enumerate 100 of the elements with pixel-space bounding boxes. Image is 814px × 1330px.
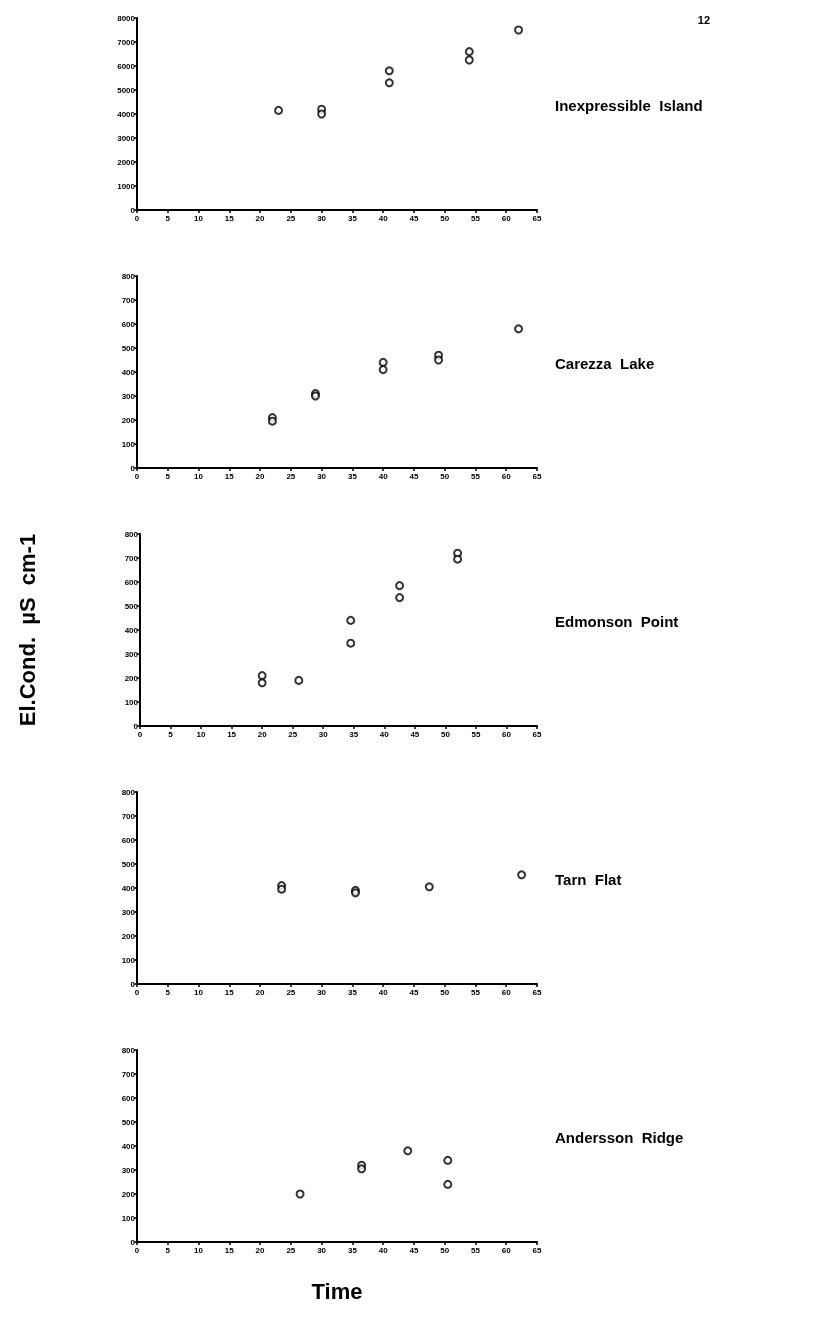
y-tick-label: 0 (130, 1237, 136, 1247)
x-tick-label: 5 (165, 987, 171, 997)
y-tick-label: 800 (121, 1045, 136, 1055)
x-tick-label: 40 (378, 471, 389, 481)
y-tick-label: 500 (121, 859, 136, 869)
y-tick-label: 0 (130, 463, 136, 473)
y-tick-label: 700 (121, 811, 136, 821)
x-tick-label: 50 (440, 471, 450, 481)
text: Andersson Ridge (555, 1129, 684, 1146)
x-tick-label: 15 (227, 729, 237, 739)
x-tick-label: 55 (471, 213, 481, 223)
x-tick-label: 40 (378, 1245, 389, 1255)
y-tick-label: 0 (133, 721, 139, 731)
x-axis-title: Time (311, 1278, 363, 1304)
x-tick-label: 20 (255, 471, 266, 481)
y-tick-label: 100 (121, 955, 136, 965)
x-tick-label: 50 (440, 729, 451, 739)
x-tick-label: 45 (409, 987, 419, 997)
x-tick-label: 15 (224, 1245, 235, 1255)
x-tick-label: 35 (349, 729, 359, 739)
x-tick-label: 45 (409, 471, 419, 481)
x-tick-label: 65 (532, 213, 542, 223)
y-tick-label: 6000 (117, 61, 136, 71)
y-tick-label: 300 (121, 907, 136, 917)
y-tick-label: 700 (121, 295, 136, 305)
y-tick-label: 400 (121, 367, 136, 377)
y-tick-label: 600 (121, 319, 136, 329)
x-tick-label: 30 (317, 1245, 327, 1255)
x-tick-label: 45 (409, 1245, 419, 1255)
x-tick-label: 50 (440, 1245, 450, 1255)
y-tick-label: 100 (121, 1213, 136, 1223)
x-tick-label: 40 (378, 987, 389, 997)
y-tick-label: 1000 (117, 181, 136, 191)
text: Tarn Flat (555, 871, 622, 888)
x-tick-label: 25 (286, 1245, 296, 1255)
y-tick-label: 400 (124, 625, 139, 635)
x-tick-label: 30 (317, 471, 327, 481)
y-tick-label: 700 (124, 553, 139, 563)
y-tick-label: 3000 (117, 133, 136, 143)
x-tick-label: 55 (471, 471, 481, 481)
y-tick-label: 500 (121, 343, 136, 353)
text: Inexpressible Island (555, 97, 703, 114)
y-tick-label: 500 (124, 601, 139, 611)
y-tick-label: 800 (121, 271, 136, 281)
y-tick-label: 700 (121, 1069, 136, 1079)
y-tick-label: 2000 (117, 157, 136, 167)
y-tick-label: 5000 (117, 85, 136, 95)
text: 12 (697, 13, 711, 26)
x-tick-label: 55 (471, 1245, 481, 1255)
y-tick-label: 400 (121, 883, 136, 893)
x-tick-label: 35 (347, 471, 358, 481)
x-tick-label: 5 (165, 1245, 171, 1255)
x-tick-label: 25 (286, 213, 296, 223)
y-tick-label: 300 (121, 1165, 136, 1175)
x-tick-label: 5 (165, 471, 171, 481)
y-tick-label: 200 (121, 931, 136, 941)
text: Edmonson Point (555, 613, 679, 630)
y-tick-label: 300 (124, 649, 139, 659)
x-tick-label: 60 (501, 1245, 512, 1255)
x-tick-label: 65 (532, 729, 542, 739)
x-tick-label: 55 (471, 987, 481, 997)
x-tick-label: 40 (379, 729, 390, 739)
y-axis-title: El.Cond. µS cm-1 (14, 533, 40, 727)
y-tick-label: 200 (121, 415, 136, 425)
y-tick-label: 800 (121, 787, 136, 797)
y-tick-label: 8000 (117, 13, 136, 23)
x-tick-label: 20 (255, 1245, 266, 1255)
x-tick-label: 10 (194, 213, 204, 223)
y-tick-label: 0 (130, 205, 136, 215)
x-tick-label: 25 (286, 471, 296, 481)
x-tick-label: 20 (257, 729, 268, 739)
x-tick-label: 50 (440, 987, 450, 997)
x-tick-label: 15 (224, 213, 235, 223)
x-tick-label: 5 (168, 729, 174, 739)
y-tick-label: 600 (121, 835, 136, 845)
y-tick-label: 7000 (117, 37, 136, 47)
y-tick-label: 200 (124, 673, 139, 683)
y-tick-label: 4000 (117, 109, 136, 119)
y-tick-label: 0 (130, 979, 136, 989)
x-tick-label: 15 (224, 471, 235, 481)
x-tick-label: 65 (532, 1245, 542, 1255)
y-tick-label: 300 (121, 391, 136, 401)
x-tick-label: 20 (255, 213, 266, 223)
x-tick-label: 50 (440, 213, 450, 223)
x-tick-label: 60 (501, 471, 512, 481)
y-tick-label: 600 (124, 577, 139, 587)
x-tick-label: 40 (378, 213, 389, 223)
x-tick-label: 60 (501, 987, 512, 997)
x-tick-label: 45 (410, 729, 420, 739)
x-tick-label: 35 (347, 1245, 358, 1255)
y-tick-label: 100 (124, 697, 139, 707)
x-tick-label: 60 (501, 213, 512, 223)
x-tick-label: 30 (318, 729, 329, 739)
y-tick-label: 600 (121, 1093, 136, 1103)
x-tick-label: 10 (196, 729, 207, 739)
y-tick-label: 800 (124, 529, 139, 539)
y-tick-label: 200 (121, 1189, 136, 1199)
x-tick-label: 25 (288, 729, 298, 739)
x-tick-label: 45 (409, 213, 419, 223)
x-tick-label: 65 (532, 987, 542, 997)
